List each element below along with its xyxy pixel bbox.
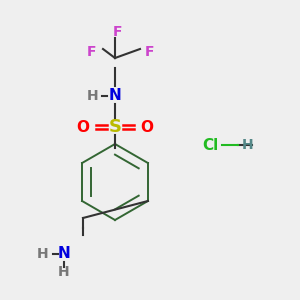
Text: O: O bbox=[76, 119, 89, 134]
Text: F: F bbox=[113, 25, 123, 39]
Text: H: H bbox=[87, 89, 99, 103]
Text: S: S bbox=[109, 118, 122, 136]
Text: N: N bbox=[58, 247, 70, 262]
Text: Cl: Cl bbox=[202, 137, 218, 152]
Text: N: N bbox=[109, 88, 122, 104]
Text: H: H bbox=[242, 138, 254, 152]
Text: F: F bbox=[87, 45, 97, 59]
Text: O: O bbox=[140, 119, 154, 134]
Text: H: H bbox=[58, 265, 70, 279]
Text: F: F bbox=[145, 45, 155, 59]
Text: H: H bbox=[37, 247, 49, 261]
